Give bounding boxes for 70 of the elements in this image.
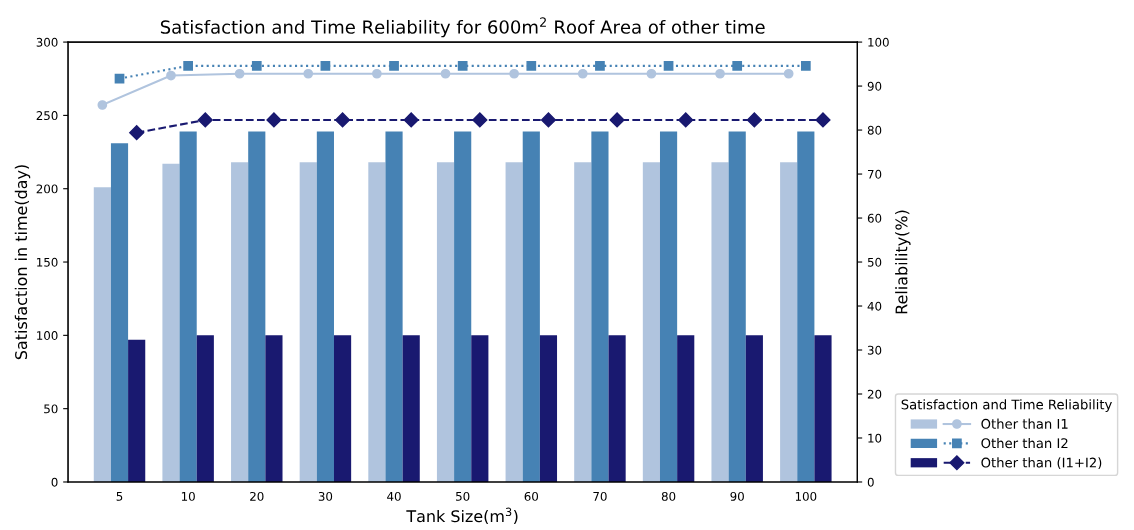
bar xyxy=(505,162,523,482)
y-axis-title: Satisfaction in time(day) xyxy=(14,165,31,360)
chart-title: Satisfaction and Time Reliability for 600m$^{2}$ Roof Area of other time xyxy=(160,17,765,38)
bar xyxy=(196,335,214,482)
bar xyxy=(316,131,334,482)
y-tick-label: 150 xyxy=(37,257,58,267)
y2-tick-label: 20 xyxy=(867,389,882,399)
bar xyxy=(162,163,180,482)
y2-tick-label: 50 xyxy=(867,257,882,267)
x-tick-label: 70 xyxy=(593,491,607,501)
x-axis-title: Tank Size(m$^{3}$) xyxy=(406,507,518,525)
y2-tick-label: 30 xyxy=(867,345,882,355)
bar xyxy=(711,162,729,482)
bar xyxy=(385,131,403,482)
bar xyxy=(265,335,283,482)
y2-tick-label: 10 xyxy=(868,433,882,443)
bar xyxy=(659,131,678,482)
y2-tick-label: 100 xyxy=(868,37,889,47)
y2-tick-label: 60 xyxy=(867,213,882,223)
y2-tick-label: 40 xyxy=(867,301,882,311)
y-tick-label: 0 xyxy=(51,477,58,487)
bar xyxy=(677,335,695,482)
bar xyxy=(231,162,249,482)
x-tick-label: 50 xyxy=(456,491,470,501)
y-tick-label: 250 xyxy=(36,111,58,121)
bar xyxy=(591,131,609,482)
bar xyxy=(93,187,111,482)
legend-label: Other than I1 xyxy=(981,418,1068,429)
bar xyxy=(728,131,746,482)
legend-title: Satisfaction and Time Reliability xyxy=(901,399,1112,413)
x-tick-label: 30 xyxy=(318,491,333,501)
bar xyxy=(248,131,266,482)
bar xyxy=(128,339,146,482)
y2-tick-label: 90 xyxy=(867,81,882,91)
y2-tick-label: 80 xyxy=(867,125,882,135)
x-tick-label: 60 xyxy=(524,491,539,501)
bar xyxy=(454,131,472,482)
bar xyxy=(436,162,455,482)
y2-axis-title: Reliability(%) xyxy=(895,210,911,314)
bar xyxy=(471,335,489,482)
bar xyxy=(745,335,763,482)
x-tick-label: 10 xyxy=(181,491,195,501)
bar xyxy=(333,335,352,482)
bar xyxy=(110,143,129,482)
x-tick-label: 100 xyxy=(795,491,817,501)
x-tick-label: 20 xyxy=(250,491,264,501)
x-tick-label: 40 xyxy=(387,491,401,501)
bar xyxy=(814,335,832,482)
y-tick-label: 100 xyxy=(37,331,58,340)
bar xyxy=(368,162,386,482)
bar xyxy=(402,335,420,482)
bar xyxy=(522,131,540,482)
bar xyxy=(299,162,317,482)
bar xyxy=(608,335,626,482)
x-tick-label: 5 xyxy=(116,492,123,501)
y-tick-label: 200 xyxy=(36,184,58,194)
bar xyxy=(179,131,197,482)
y2-tick-label: 0 xyxy=(867,477,874,487)
bar xyxy=(539,335,558,482)
legend-label: Other than (I1+I2) xyxy=(981,457,1102,470)
bar xyxy=(642,162,660,482)
x-tick-label: 80 xyxy=(661,491,676,501)
y-tick-label: 50 xyxy=(44,404,58,414)
y2-tick-label: 70 xyxy=(867,169,882,179)
y-tick-label: 300 xyxy=(36,37,58,47)
legend-label: Other than I2 xyxy=(981,437,1068,449)
bar xyxy=(574,162,592,482)
x-tick-label: 90 xyxy=(730,491,744,501)
bar xyxy=(780,162,798,482)
bar xyxy=(797,131,815,482)
